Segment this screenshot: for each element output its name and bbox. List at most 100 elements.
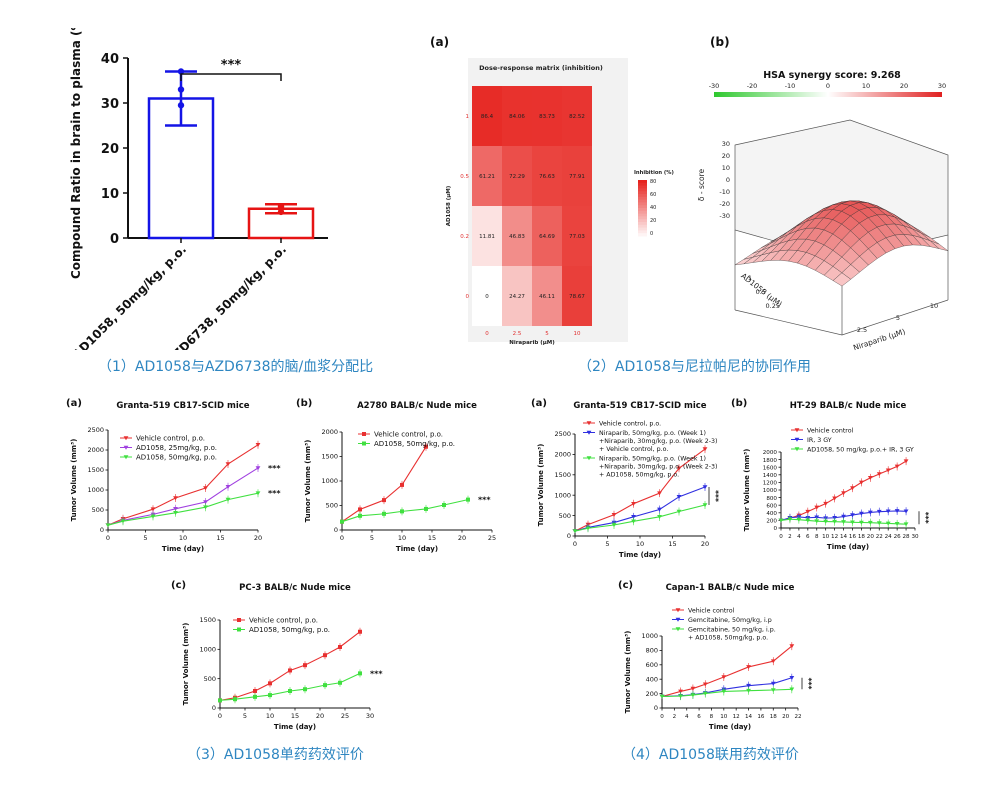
data-point <box>832 519 837 524</box>
data-point <box>424 506 428 511</box>
x-tick-label: 15 <box>668 540 676 548</box>
x-tick-label: 10 <box>179 534 187 542</box>
x-tick-label: 5 <box>896 314 900 322</box>
y-axis-label: Tumor Volume (mm³) <box>624 631 632 714</box>
cell-value: 0 <box>485 294 489 300</box>
x-tick-label: 26 <box>894 534 902 540</box>
data-point <box>442 503 446 508</box>
y-axis-label: Tumor Volume (mm³) <box>304 440 312 523</box>
heatmap-cell <box>502 146 532 206</box>
data-point <box>255 443 261 447</box>
x-tick-label: 12 <box>733 714 740 720</box>
data-point <box>787 517 793 522</box>
legend-marker <box>237 618 241 622</box>
significance-label: *** <box>268 464 281 473</box>
y-tick-label: 800 <box>766 496 777 502</box>
chart-title: Granta-519 CB17-SCID mice <box>116 401 249 411</box>
x-tick-label: 14 <box>745 714 753 720</box>
data-point <box>203 486 208 491</box>
legend-label: Vehicle control, p.o. <box>374 430 443 438</box>
data-point <box>105 523 111 528</box>
y-tick-label: 1 <box>748 274 752 282</box>
data-point <box>173 496 178 501</box>
series-line <box>574 486 706 532</box>
y-tick-label: 500 <box>559 512 571 520</box>
legend-label: + AD1058, 50mg/kg, p.o. <box>599 471 679 478</box>
x-axis-label: Niraparib (μM) <box>509 340 555 346</box>
data-point <box>746 683 751 688</box>
colorbar-tick: 30 <box>938 82 946 90</box>
cell-value: 84.06 <box>509 114 525 120</box>
legend-item-0: Vehicle control, p.o. <box>120 434 205 442</box>
z-tick-label: 10 <box>722 164 730 172</box>
data-point <box>340 519 344 524</box>
data-point <box>805 509 811 514</box>
data-point <box>823 519 829 524</box>
x-tick-label: 18 <box>858 534 866 540</box>
x-tick-label: 22 <box>876 534 883 540</box>
x-tick-label: 15 <box>291 712 299 720</box>
data-point <box>631 519 636 524</box>
y-tick-label: 1500 <box>321 453 338 461</box>
x-tick-label: 10 <box>930 302 938 310</box>
data-point <box>424 444 428 449</box>
y-tick-label: 0 <box>773 526 777 532</box>
data-point <box>177 86 185 93</box>
cell-value: 77.03 <box>569 234 585 240</box>
series-0 <box>218 627 362 703</box>
x-tick-label: 20 <box>701 540 709 548</box>
cell-value: 76.63 <box>539 174 555 180</box>
caption-4: （4）AD1058联用药效评价 <box>622 747 799 763</box>
significance-label: *** <box>221 58 242 73</box>
data-point <box>876 509 882 514</box>
data-point <box>631 515 636 520</box>
caption-2: （2）AD1058与尼拉帕尼的协同作用 <box>578 359 811 375</box>
y-tick-label: 1000 <box>199 646 216 654</box>
chart-title: Dose-response matrix (inhibition) <box>479 64 603 72</box>
x-axis-label: Time (day) <box>162 545 204 553</box>
z-tick-label: 20 <box>722 152 730 160</box>
z-tick-label: -10 <box>719 188 730 196</box>
panel-label: (a) <box>66 398 82 409</box>
chart-title: Capan-1 BALB/c Nude mice <box>666 583 795 593</box>
series-line <box>661 645 793 698</box>
x-tick-label: 2.5 <box>857 326 867 334</box>
x-tick-label: 0 <box>779 534 783 540</box>
y-tick-label: 2500 <box>87 426 104 434</box>
data-point <box>746 688 751 693</box>
data-point <box>702 691 708 696</box>
legend-label: IR, 3 GY <box>807 437 832 444</box>
chart-brain-plasma-ratio: 0 10 20 30 40 Compound Ratio in brain to plas… <box>69 28 328 350</box>
data-point <box>789 675 795 680</box>
legend-marker <box>675 608 681 613</box>
data-point <box>303 663 307 668</box>
legend-marker <box>794 428 800 433</box>
x-tick-label: 8 <box>710 714 714 720</box>
series-0 <box>659 642 795 699</box>
x-tick-label: 8 <box>815 534 819 540</box>
data-point <box>867 510 873 515</box>
data-point <box>885 521 891 526</box>
y-tick-label: 1200 <box>763 481 778 487</box>
data-point <box>721 675 727 680</box>
data-point <box>770 659 776 664</box>
data-point <box>841 514 846 519</box>
data-point <box>702 447 708 452</box>
legend-marker <box>362 441 366 446</box>
legend-marker <box>123 445 129 450</box>
legend-item-0: Vehicle control, p.o. <box>233 616 318 624</box>
x-tick-label: 0 <box>660 714 664 720</box>
x-tick-label: 12 <box>831 534 838 540</box>
y-tick-label: 400 <box>646 675 658 683</box>
z-axis-label: δ - score <box>697 169 706 202</box>
heatmap-cell <box>472 206 502 266</box>
data-point <box>885 509 891 514</box>
legend-item-1: AD1058, 50mg/kg, p.o. <box>358 440 455 448</box>
data-point <box>338 644 342 649</box>
x-tick-label: 5 <box>605 540 609 548</box>
x-tick-label: 0 <box>573 540 577 548</box>
significance-label: *** <box>370 669 383 678</box>
data-point <box>789 687 795 692</box>
data-point <box>659 694 665 699</box>
legend-marker <box>362 432 366 436</box>
